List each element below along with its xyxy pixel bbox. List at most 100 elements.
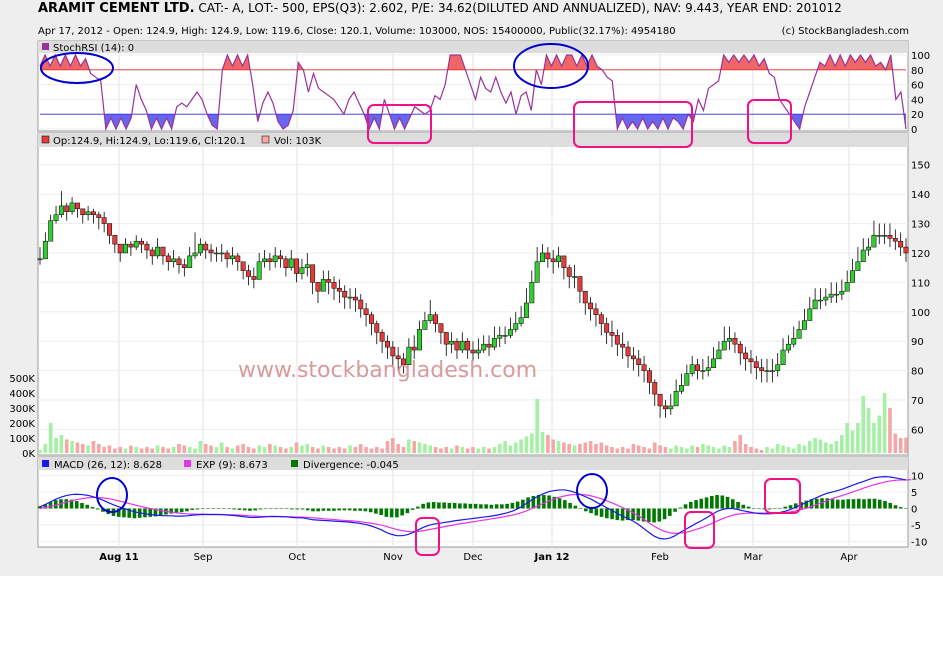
divergence-bar — [363, 508, 368, 512]
candle-body — [374, 323, 380, 333]
candle-body — [427, 314, 433, 321]
candle-body — [679, 385, 684, 392]
divergence-bar — [447, 502, 452, 509]
candle-body — [743, 352, 749, 360]
divergence-bar — [820, 498, 824, 509]
volume-bar — [663, 447, 668, 453]
volume-bar — [668, 448, 673, 453]
divergence-bar — [143, 508, 147, 518]
divergence-bar — [426, 502, 431, 509]
candle-body — [577, 276, 583, 292]
candle-body — [689, 364, 695, 374]
x-month-label: Oct — [288, 552, 305, 563]
volume-bar — [43, 444, 48, 453]
volume-ytick: 0K — [22, 449, 35, 460]
volume-bar — [476, 448, 481, 453]
candle-body — [342, 290, 348, 298]
candle-body — [91, 211, 96, 215]
candle-body — [347, 296, 353, 299]
divergence-bar — [221, 508, 226, 509]
candle-body — [823, 296, 829, 301]
candle-body — [379, 332, 385, 342]
volume-bar — [64, 439, 69, 453]
volume-bar — [594, 444, 598, 453]
volume-bar — [428, 445, 433, 453]
candle-body — [871, 235, 877, 248]
candle-body — [588, 302, 594, 310]
candle-body — [818, 299, 823, 302]
divergence-bar — [80, 502, 84, 509]
candle-body — [155, 246, 161, 257]
divergence-bar — [683, 504, 688, 509]
candle-body — [764, 370, 770, 372]
volume-bar — [193, 448, 197, 453]
volume-bar — [674, 445, 678, 453]
candle-body — [641, 364, 647, 371]
candle-body — [598, 314, 604, 324]
divergence-bar — [515, 501, 520, 509]
volume-bar — [273, 445, 278, 453]
divergence-bar — [856, 498, 861, 509]
candle-body — [834, 293, 839, 296]
candle-body — [187, 255, 193, 268]
divergence-bar — [116, 508, 121, 517]
divergence-bar — [53, 500, 58, 509]
price-ytick: 80 — [911, 367, 924, 378]
volume-bar — [701, 444, 705, 453]
copyright: (c) StockBangladesh.com — [781, 26, 909, 37]
divergence-bar — [431, 501, 436, 509]
volume-bar — [497, 444, 502, 453]
divergence-bar — [877, 499, 882, 509]
candle-body — [486, 343, 492, 348]
volume-bar — [246, 447, 251, 453]
highlight-circle — [576, 473, 608, 509]
divergence-bar — [898, 507, 903, 509]
divergence-bar — [883, 501, 887, 509]
divergence-bar — [772, 508, 777, 509]
volume-bar — [48, 423, 53, 453]
volume-ytick: 200K — [9, 419, 35, 430]
divergence-bar — [384, 508, 389, 517]
candle-body — [438, 323, 444, 333]
volume-bar — [235, 445, 240, 453]
x-month-label: Jan 12 — [534, 552, 570, 563]
divergence-bar — [421, 503, 425, 509]
volume-bar — [209, 445, 213, 453]
candle-body — [807, 308, 813, 321]
volume-bar — [652, 442, 657, 453]
divergence-bar — [673, 508, 677, 512]
divergence-bar — [615, 508, 620, 521]
divergence-bar — [169, 508, 174, 514]
volume-bar — [310, 447, 315, 453]
divergence-bar — [610, 508, 614, 520]
divergence-bar — [626, 508, 630, 521]
divergence-bar — [195, 508, 200, 510]
candle-body — [224, 252, 230, 260]
chart-header: ARAMIT CEMENT LTD. CAT:- A, LOT:- 500, E… — [38, 1, 842, 16]
macd-series — [38, 476, 912, 540]
divergence-bar — [158, 508, 163, 516]
stochrsi-legend: StochRSI (14): 0 — [53, 43, 134, 54]
divergence-bar — [416, 506, 420, 509]
divergence-bar — [500, 504, 504, 509]
stochrsi-series — [39, 52, 907, 132]
candle-body — [566, 267, 572, 277]
divergence-bar — [725, 496, 730, 509]
macd-ytick: 10 — [911, 471, 924, 482]
candle-body — [160, 246, 166, 257]
divergence-bar — [647, 508, 651, 522]
volume-bar — [97, 444, 101, 453]
stochrsi-ytick: 0 — [911, 125, 917, 136]
candle-body — [58, 205, 64, 215]
candle-body — [545, 252, 551, 260]
x-month-label: Apr — [840, 552, 858, 563]
candle-body — [614, 335, 620, 345]
volume-bar — [326, 447, 331, 453]
price-ytick: 120 — [911, 249, 930, 260]
highlight-box — [764, 478, 801, 514]
price-ytick: 60 — [911, 425, 924, 436]
macd-line — [39, 476, 907, 540]
volume-bar — [460, 447, 465, 453]
volume-bar — [791, 448, 796, 453]
stochrsi-ytick: 60 — [911, 81, 924, 92]
